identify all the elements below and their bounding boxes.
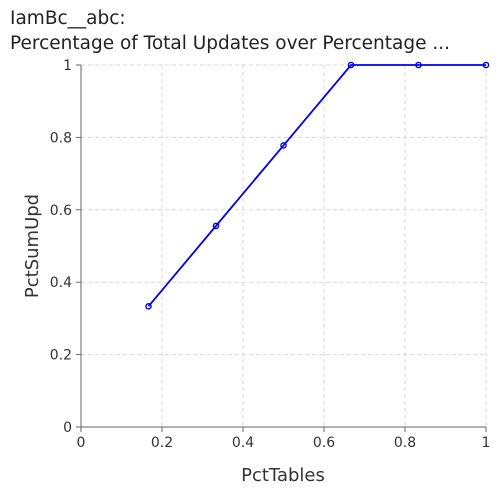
x-axis-label: PctTables (241, 465, 325, 486)
y-tick-label: 1 (63, 58, 72, 74)
x-tick-label: 0 (77, 435, 86, 451)
series-line (147, 64, 486, 307)
y-tick-label: 0 (63, 420, 72, 436)
data-point (347, 61, 355, 69)
tick-labels: 0 0.2 0.4 0.6 0.8 1 0 0.2 0.4 0.6 0.8 1 (50, 58, 491, 451)
y-tick-label: 0.2 (50, 348, 72, 364)
chart-title: IamBc__abc: (10, 8, 126, 29)
data-point (280, 142, 287, 149)
x-tick-label: 0.4 (232, 435, 254, 451)
x-tick-label: 0.2 (151, 435, 173, 451)
data-point (212, 222, 220, 230)
chart-title-block: IamBc__abc: Percentage of Total Updates … (10, 6, 496, 56)
data-point (145, 303, 152, 310)
y-tick-label: 0.4 (50, 275, 72, 291)
axes (76, 64, 487, 432)
x-tick-label: 0.8 (394, 435, 416, 451)
grid (81, 64, 487, 427)
series-layer (145, 61, 490, 310)
y-tick-label: 0.6 (50, 203, 72, 219)
data-point (482, 61, 490, 69)
x-tick-label: 1 (482, 435, 491, 451)
x-tick-label: 0.6 (313, 435, 335, 451)
data-point (415, 61, 422, 69)
y-tick-label: 0.8 (50, 130, 72, 146)
chart-subtitle: Percentage of Total Updates over Percent… (10, 33, 450, 54)
y-axis-label: PctSumUpd (22, 194, 43, 298)
